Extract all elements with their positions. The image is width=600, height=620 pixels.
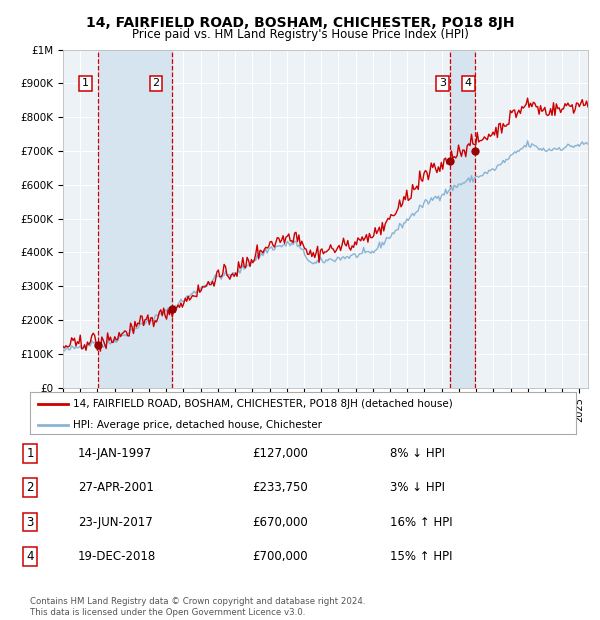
Text: Contains HM Land Registry data © Crown copyright and database right 2024.
This d: Contains HM Land Registry data © Crown c…: [30, 598, 365, 617]
Text: 8% ↓ HPI: 8% ↓ HPI: [390, 448, 445, 460]
Text: 2: 2: [152, 78, 160, 89]
Text: £670,000: £670,000: [252, 516, 308, 528]
Text: 14, FAIRFIELD ROAD, BOSHAM, CHICHESTER, PO18 8JH (detached house): 14, FAIRFIELD ROAD, BOSHAM, CHICHESTER, …: [73, 399, 452, 409]
Text: 3% ↓ HPI: 3% ↓ HPI: [390, 482, 445, 494]
Text: 4: 4: [26, 550, 34, 562]
Text: Price paid vs. HM Land Registry's House Price Index (HPI): Price paid vs. HM Land Registry's House …: [131, 28, 469, 41]
Text: 3: 3: [26, 516, 34, 528]
Text: 1: 1: [26, 448, 34, 460]
Text: 4: 4: [465, 78, 472, 89]
Bar: [98, 50, 172, 388]
Text: 27-APR-2001: 27-APR-2001: [78, 482, 154, 494]
Text: 3: 3: [439, 78, 446, 89]
Text: 15% ↑ HPI: 15% ↑ HPI: [390, 550, 452, 562]
Text: £700,000: £700,000: [252, 550, 308, 562]
Bar: [450, 50, 475, 388]
Text: 1: 1: [82, 78, 89, 89]
Text: 2: 2: [26, 482, 34, 494]
Text: 19-DEC-2018: 19-DEC-2018: [78, 550, 156, 562]
Text: 16% ↑ HPI: 16% ↑ HPI: [390, 516, 452, 528]
Text: £233,750: £233,750: [252, 482, 308, 494]
Text: HPI: Average price, detached house, Chichester: HPI: Average price, detached house, Chic…: [73, 420, 322, 430]
Text: 23-JUN-2017: 23-JUN-2017: [78, 516, 153, 528]
Text: 14, FAIRFIELD ROAD, BOSHAM, CHICHESTER, PO18 8JH: 14, FAIRFIELD ROAD, BOSHAM, CHICHESTER, …: [86, 16, 514, 30]
Text: 14-JAN-1997: 14-JAN-1997: [78, 448, 152, 460]
Text: £127,000: £127,000: [252, 448, 308, 460]
